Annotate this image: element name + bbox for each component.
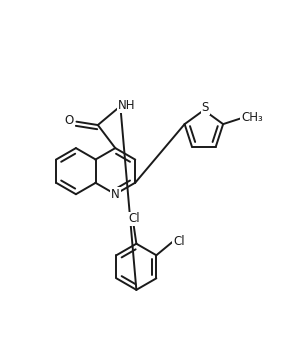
Text: Cl: Cl bbox=[128, 212, 140, 226]
Text: NH: NH bbox=[118, 98, 135, 111]
Text: CH₃: CH₃ bbox=[241, 110, 263, 123]
Text: O: O bbox=[65, 114, 74, 127]
Text: Cl: Cl bbox=[173, 235, 185, 248]
Text: N: N bbox=[111, 188, 120, 201]
Text: S: S bbox=[202, 101, 209, 114]
